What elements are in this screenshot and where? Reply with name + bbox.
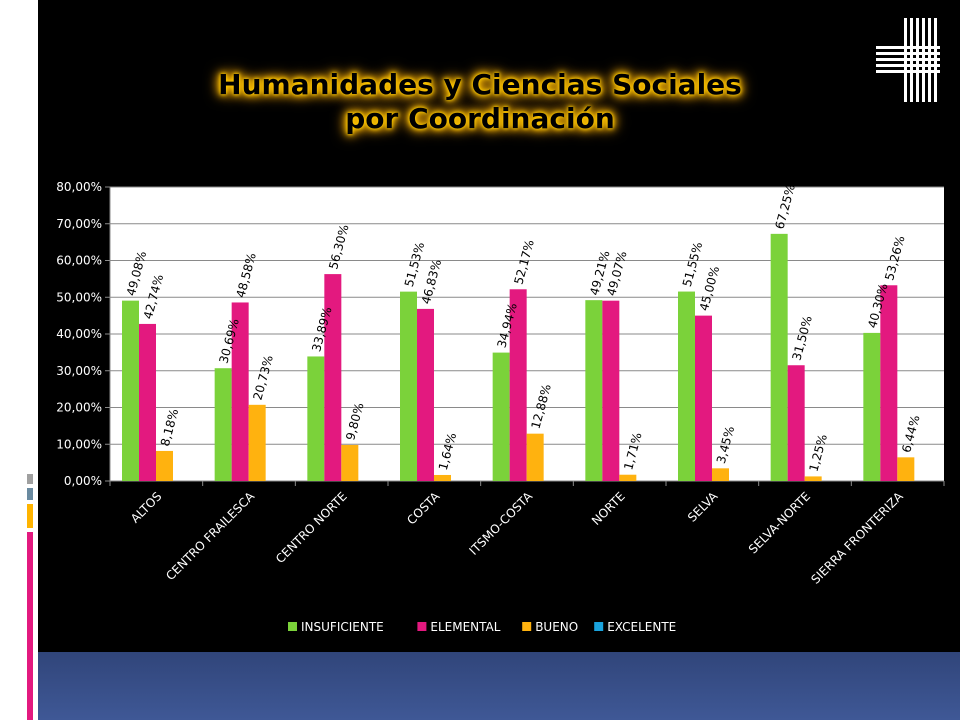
bar-elemental (695, 315, 712, 481)
bar-bueno (712, 468, 729, 481)
legend-label-insuficiente: INSUFICIENTE (301, 620, 384, 634)
strip-mark-gold (27, 504, 33, 528)
y-tick-label: 20,00% (56, 401, 102, 415)
bar-insuficiente (585, 300, 603, 481)
strip-mark-pink (27, 532, 33, 720)
bar-bueno (897, 457, 915, 481)
bar-insuficiente (770, 233, 788, 481)
bar-bueno (526, 433, 544, 481)
bar-insuficiente (863, 332, 881, 481)
strip-mark-blue (27, 488, 33, 500)
y-tick-label: 30,00% (56, 364, 102, 378)
bar-elemental (880, 285, 898, 481)
y-tick-label: 50,00% (56, 290, 102, 304)
chart-bars (122, 233, 915, 481)
y-tick-label: 80,00% (56, 180, 102, 194)
x-category-label: SIERRA FRONTERIZA (808, 489, 906, 587)
legend-swatch-bueno (522, 622, 532, 631)
bar-insuficiente (307, 356, 325, 481)
chart-legend: INSUFICIENTE ELEMENTAL BUENO EXCELENTE (288, 620, 676, 634)
y-tick-label: 60,00% (56, 254, 102, 268)
bar-bueno (248, 404, 266, 481)
bar-elemental (324, 274, 342, 481)
bar-chart: 0,00% 10,00% 20,00% 30,00% 40,00% 50,00% 60,00… (38, 170, 960, 652)
bar-elemental (602, 300, 620, 481)
strip-mark-gray (27, 474, 33, 484)
bar-bueno (619, 474, 637, 481)
x-category-label: COSTA (404, 489, 443, 528)
bar-insuficiente (492, 352, 510, 481)
bar-elemental (509, 289, 527, 481)
legend-label-bueno: BUENO (535, 620, 578, 634)
bar-elemental (787, 365, 805, 481)
bar-insuficiente (678, 291, 695, 481)
bar-bueno (434, 474, 451, 481)
x-category-label: ITSMO-COSTA (467, 489, 536, 558)
y-tick-label: 40,00% (56, 327, 102, 341)
x-category-label: CENTRO FRAILESCA (163, 489, 257, 583)
bar-bueno (804, 476, 822, 481)
left-decor-strip (0, 0, 38, 720)
y-tick-label: 0,00% (64, 474, 102, 488)
x-category-label: SELVA (685, 489, 721, 525)
corner-decoration-icon (876, 18, 940, 102)
y-tick-label: 10,00% (56, 437, 102, 451)
legend-swatch-excelente (594, 622, 604, 631)
legend-label-excelente: EXCELENTE (607, 620, 676, 634)
x-category-label: NORTE (589, 489, 628, 528)
bar-elemental (231, 302, 249, 481)
x-category-label: CENTRO NORTE (273, 489, 350, 566)
bar-elemental (139, 323, 156, 481)
bar-elemental (417, 308, 434, 481)
slide-title: Humanidades y Ciencias Sociales por Coor… (160, 68, 800, 136)
bar-insuficiente (214, 368, 232, 481)
x-category-label: ALTOS (128, 489, 165, 526)
bar-insuficiente (122, 300, 139, 481)
bar-bueno (341, 444, 359, 481)
title-line-2: por Coordinación (345, 102, 615, 135)
bar-bueno (156, 450, 173, 481)
bar-insuficiente (400, 291, 417, 481)
legend-label-elemental: ELEMENTAL (430, 620, 500, 634)
legend-swatch-insuficiente (288, 622, 297, 631)
y-tick-label: 70,00% (56, 217, 102, 231)
legend-swatch-elemental (417, 622, 427, 631)
chart-canvas: 0,00% 10,00% 20,00% 30,00% 40,00% 50,00% 60,00… (56, 180, 945, 634)
x-category-label: SELVA-NORTE (746, 489, 813, 556)
title-line-1: Humanidades y Ciencias Sociales (218, 68, 742, 101)
